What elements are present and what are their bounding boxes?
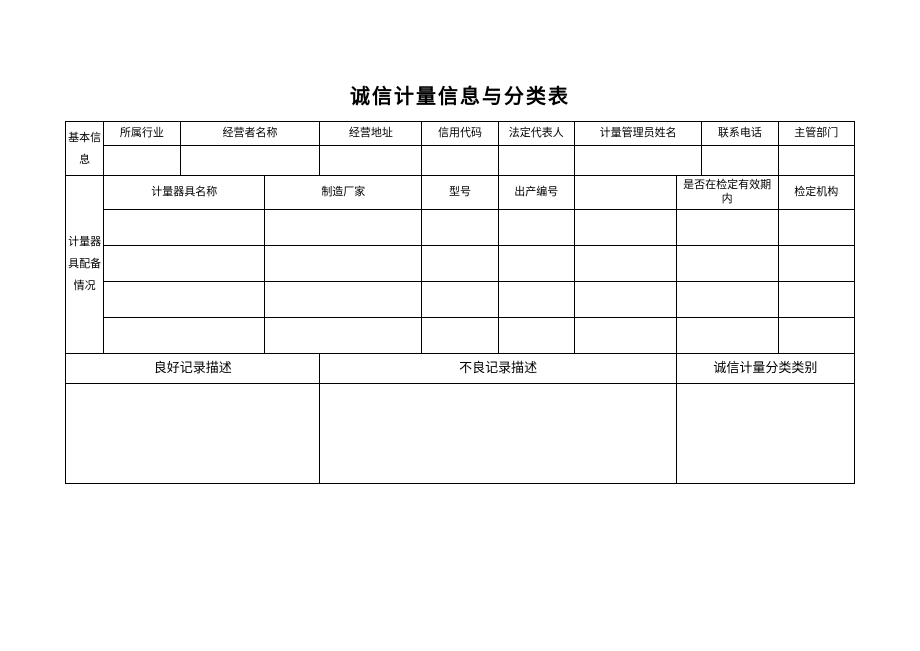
summary-header-cell: 诚信计量分类类别 — [676, 353, 854, 383]
data-cell — [574, 245, 676, 281]
header-cell: 检定机构 — [778, 176, 854, 210]
data-cell — [778, 317, 854, 353]
header-cell: 制造厂家 — [265, 176, 422, 210]
data-cell — [498, 146, 574, 176]
data-cell — [265, 245, 422, 281]
data-cell — [422, 317, 498, 353]
data-cell — [498, 317, 574, 353]
header-cell: 计量管理员姓名 — [574, 122, 701, 146]
data-cell — [422, 209, 498, 245]
data-cell — [498, 209, 574, 245]
data-cell — [422, 245, 498, 281]
data-cell — [574, 209, 676, 245]
summary-body-cell — [66, 383, 320, 483]
data-cell — [676, 245, 778, 281]
data-cell — [574, 317, 676, 353]
summary-body-cell — [320, 383, 676, 483]
data-cell — [498, 245, 574, 281]
data-cell — [422, 281, 498, 317]
data-cell — [104, 317, 265, 353]
header-cell: 是否在检定有效期内 — [676, 176, 778, 210]
table-row: 良好记录描述 不良记录描述 诚信计量分类类别 — [66, 353, 855, 383]
header-cell: 联系电话 — [702, 122, 778, 146]
data-cell — [422, 146, 498, 176]
header-cell: 所属行业 — [104, 122, 180, 146]
summary-body-cell — [676, 383, 854, 483]
header-cell: 经营地址 — [320, 122, 422, 146]
data-cell — [778, 281, 854, 317]
table-row — [66, 146, 855, 176]
header-cell: 型号 — [422, 176, 498, 210]
data-cell — [104, 209, 265, 245]
header-cell: 信用代码 — [422, 122, 498, 146]
section1-label: 基本信息 — [66, 122, 104, 176]
data-cell — [702, 146, 778, 176]
table-row: 计量器具配备情况 计量器具名称 制造厂家 型号 出产编号 是否在检定有效期内 检… — [66, 176, 855, 210]
data-cell — [574, 281, 676, 317]
data-cell — [778, 146, 854, 176]
data-cell — [265, 209, 422, 245]
data-cell — [180, 146, 320, 176]
data-cell — [104, 146, 180, 176]
data-cell — [265, 317, 422, 353]
main-table: 基本信息 所属行业 经营者名称 经营地址 信用代码 法定代表人 计量管理员姓名 … — [65, 121, 855, 484]
summary-header-cell: 良好记录描述 — [66, 353, 320, 383]
header-cell: 法定代表人 — [498, 122, 574, 146]
section2-label: 计量器具配备情况 — [66, 176, 104, 354]
data-cell — [676, 209, 778, 245]
data-cell — [574, 146, 701, 176]
data-cell — [104, 245, 265, 281]
data-cell — [778, 209, 854, 245]
table-row — [66, 245, 855, 281]
header-cell: 出产编号 — [498, 176, 574, 210]
data-cell — [778, 245, 854, 281]
table-row — [66, 317, 855, 353]
data-cell — [104, 281, 265, 317]
header-cell — [574, 176, 676, 210]
table-row — [66, 209, 855, 245]
data-cell — [265, 281, 422, 317]
header-cell: 主管部门 — [778, 122, 854, 146]
table-row — [66, 281, 855, 317]
header-cell: 计量器具名称 — [104, 176, 265, 210]
data-cell — [320, 146, 422, 176]
summary-header-cell: 不良记录描述 — [320, 353, 676, 383]
header-cell: 经营者名称 — [180, 122, 320, 146]
data-cell — [676, 317, 778, 353]
page-title: 诚信计量信息与分类表 — [65, 80, 855, 109]
table-row — [66, 383, 855, 483]
data-cell — [676, 281, 778, 317]
data-cell — [498, 281, 574, 317]
table-row: 基本信息 所属行业 经营者名称 经营地址 信用代码 法定代表人 计量管理员姓名 … — [66, 122, 855, 146]
